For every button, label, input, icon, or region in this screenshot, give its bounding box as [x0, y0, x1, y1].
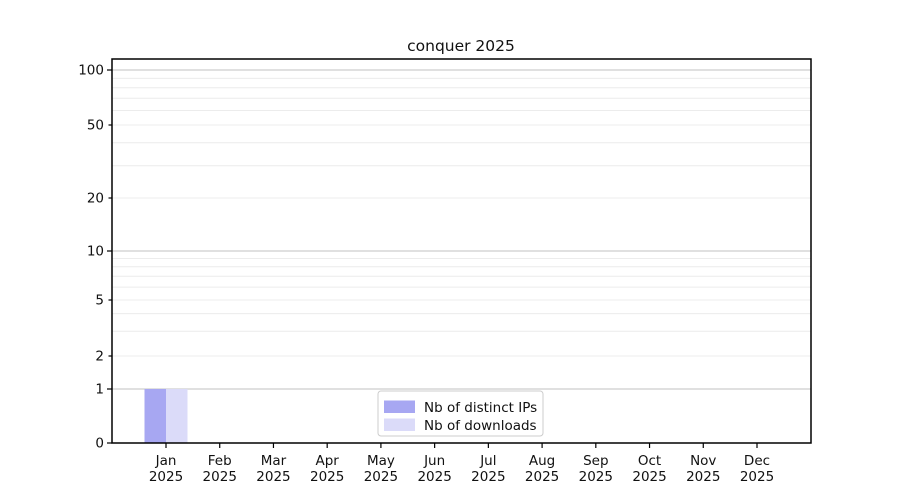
legend-label-downloads: Nb of downloads — [424, 418, 537, 434]
x-tick-label-year: 2025 — [364, 469, 398, 485]
x-tick-label-year: 2025 — [149, 469, 183, 485]
x-tick-label-year: 2025 — [203, 469, 237, 485]
x-tick-label-year: 2025 — [579, 469, 613, 485]
x-tick-label-year: 2025 — [256, 469, 290, 485]
legend-swatch-distinct-ips — [384, 400, 415, 413]
x-tick-label-month: Dec — [744, 453, 770, 469]
legend-box — [377, 390, 544, 437]
x-tick-label-month: Jan — [155, 453, 177, 469]
legend: Nb of distinct IPs Nb of downloads — [377, 390, 544, 437]
x-tick-label-month: Jun — [423, 453, 445, 469]
y-tick-label: 100 — [78, 63, 104, 79]
x-tick-label-month: Jul — [479, 453, 496, 469]
y-tick-label: 1 — [95, 382, 104, 398]
x-tick-label-year: 2025 — [471, 469, 505, 485]
chart-title: conquer 2025 — [407, 37, 515, 55]
x-tick-label-month: May — [367, 453, 395, 469]
y-tick-label: 0 — [95, 436, 104, 452]
bar-jan-s1 — [166, 389, 188, 443]
x-tick-label-month: Mar — [261, 453, 287, 469]
legend-label-distinct-ips: Nb of distinct IPs — [424, 400, 537, 416]
y-tick-label: 2 — [95, 349, 104, 365]
y-tick-label: 10 — [87, 244, 104, 260]
x-tick-label-month: Apr — [316, 453, 340, 469]
x-tick-label-month: Sep — [583, 453, 608, 469]
x-tick-label-year: 2025 — [310, 469, 344, 485]
bar-jan-s0 — [144, 389, 166, 443]
x-tick-label-month: Oct — [638, 453, 661, 469]
y-tick-label: 50 — [87, 118, 104, 134]
y-tick-label: 5 — [95, 293, 104, 309]
plot-border — [111, 58, 812, 444]
x-tick-label-year: 2025 — [525, 469, 559, 485]
plot-area: 0125102050100Jan2025Feb2025Mar2025Apr202… — [78, 63, 811, 485]
y-tick-label: 20 — [87, 191, 104, 207]
x-tick-label-month: Aug — [529, 453, 555, 469]
x-tick-label-year: 2025 — [740, 469, 774, 485]
x-tick-label-month: Feb — [208, 453, 232, 469]
x-tick-label-month: Nov — [690, 453, 716, 469]
x-tick-label-year: 2025 — [417, 469, 451, 485]
legend-swatch-downloads — [384, 418, 415, 431]
x-tick-label-year: 2025 — [686, 469, 720, 485]
x-tick-label-year: 2025 — [632, 469, 666, 485]
